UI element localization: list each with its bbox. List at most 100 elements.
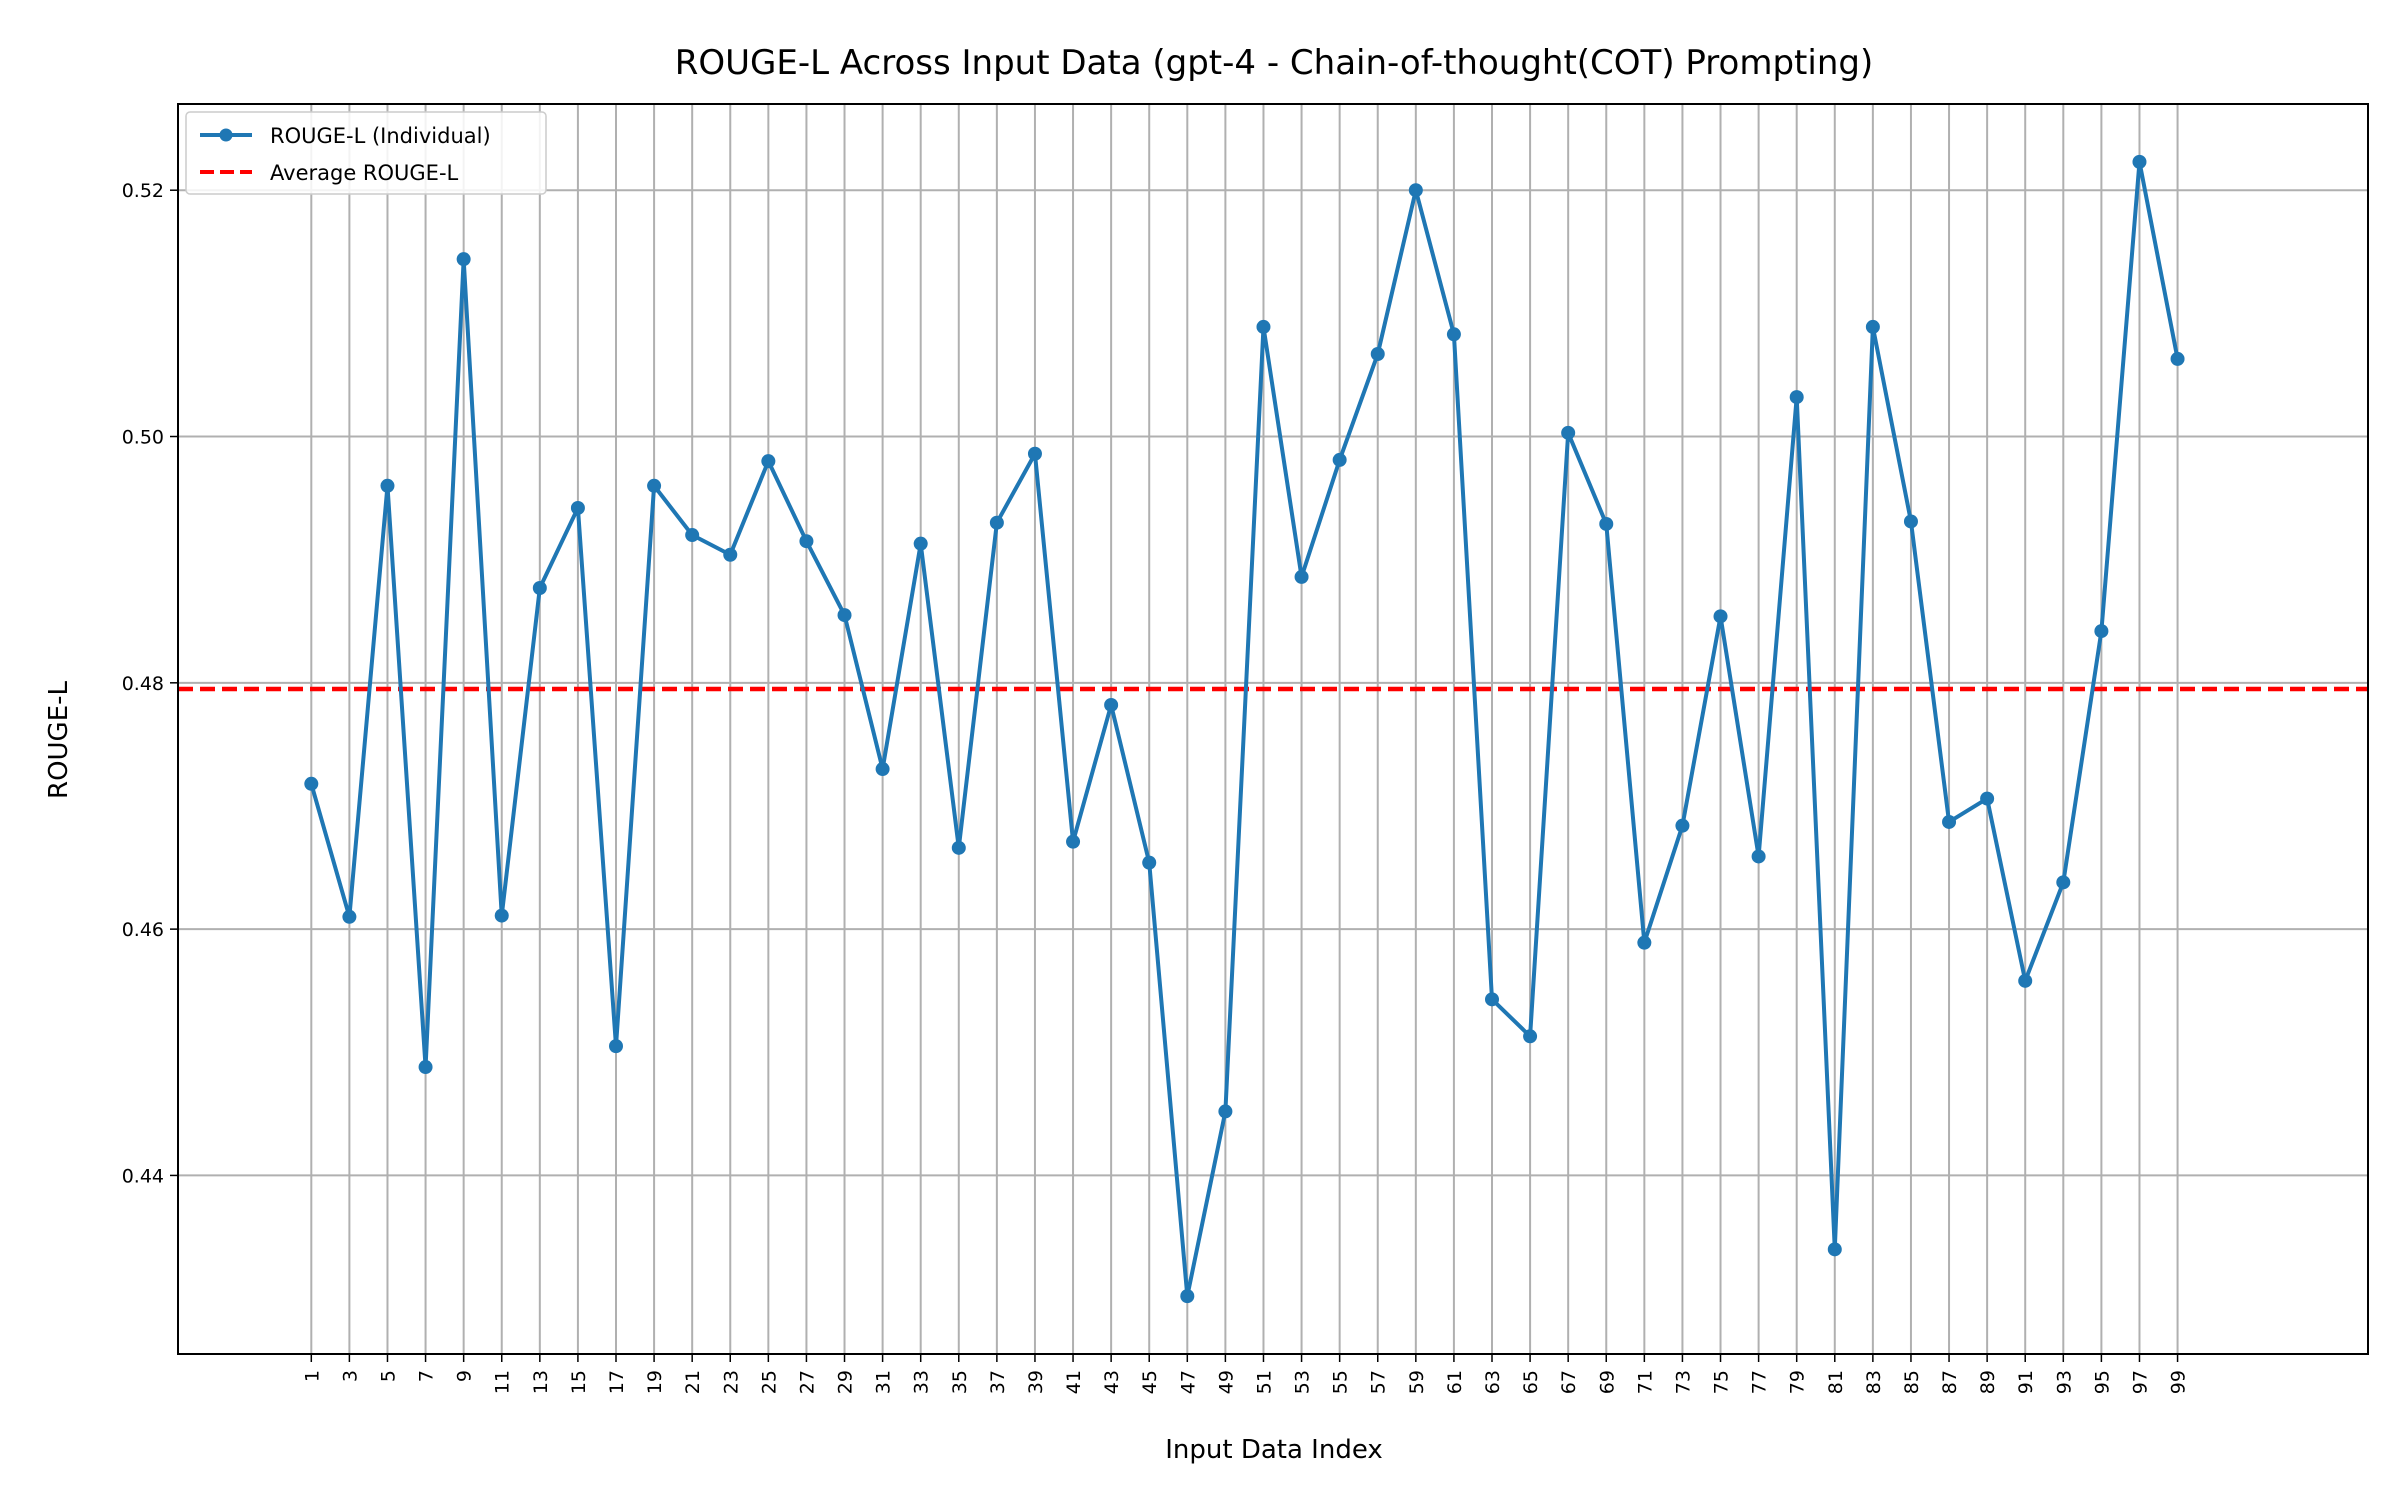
data-point: [1599, 516, 1614, 531]
x-axis-ticks: 1 3 5 7 9 11 13 15 17 19 21 23 25 27 29 31 33 35 37 39 41 43 4…: [301, 1354, 2190, 1394]
data-point: [1523, 1029, 1538, 1044]
x-tick-label: 45: [1139, 1370, 1161, 1394]
data-point: [456, 252, 471, 267]
data-point: [951, 840, 966, 855]
rouge-l-series-line: [309, 159, 2180, 1299]
data-point: [761, 454, 776, 469]
data-point: [913, 536, 928, 551]
x-tick-label: 89: [1977, 1370, 1999, 1394]
x-tick-label: 57: [1368, 1370, 1390, 1394]
x-tick-label: 67: [1558, 1370, 1580, 1394]
data-point: [494, 908, 509, 923]
series-group: [304, 154, 2185, 1304]
y-tick-label: 0.50: [122, 427, 164, 449]
y-axis-ticks: 0.44 0.46 0.48 0.50 0.52: [122, 180, 178, 1187]
data-point: [570, 500, 585, 515]
data-point: [418, 1060, 433, 1075]
x-tick-label: 93: [2053, 1370, 2075, 1394]
x-tick-label: 33: [911, 1370, 933, 1394]
x-tick-label: 3: [339, 1370, 361, 1382]
x-tick-label: 65: [1520, 1370, 1542, 1394]
data-point: [532, 580, 547, 595]
data-point: [342, 909, 357, 924]
data-point: [1675, 818, 1690, 833]
data-point: [837, 608, 852, 623]
data-point: [2170, 351, 2185, 366]
data-point: [2056, 875, 2071, 890]
x-tick-label: 73: [1672, 1370, 1694, 1394]
x-tick-label: 79: [1787, 1370, 1809, 1394]
x-tick-label: 25: [758, 1370, 780, 1394]
x-tick-label: 59: [1406, 1370, 1428, 1394]
x-tick-label: 41: [1063, 1370, 1085, 1394]
data-point: [1180, 1289, 1195, 1304]
x-tick-label: 77: [1749, 1370, 1771, 1394]
x-tick-label: 35: [949, 1370, 971, 1394]
data-point: [2018, 973, 2033, 988]
x-tick-label: 9: [454, 1370, 476, 1382]
x-tick-label: 5: [377, 1370, 399, 1382]
x-tick-label: 43: [1101, 1370, 1123, 1394]
data-point: [1218, 1104, 1233, 1119]
data-point: [609, 1039, 623, 1054]
x-axis-label: Input Data Index: [1165, 1435, 1383, 1465]
x-tick-label: 61: [1444, 1370, 1466, 1394]
data-point: [2132, 154, 2147, 169]
data-point: [1980, 791, 1995, 806]
x-tick-label: 55: [1330, 1370, 1352, 1394]
x-tick-label: 69: [1596, 1370, 1618, 1394]
data-point: [989, 515, 1004, 530]
legend-label-average: Average ROUGE-L: [270, 161, 459, 185]
data-point: [1942, 814, 1957, 829]
x-tick-label: 29: [835, 1370, 857, 1394]
x-tick-label: 83: [1863, 1370, 1885, 1394]
y-tick-label: 0.46: [122, 919, 164, 941]
x-tick-label: 31: [873, 1370, 895, 1394]
x-tick-label: 37: [987, 1370, 1009, 1394]
data-point: [1789, 390, 1804, 405]
x-tick-label: 87: [1939, 1370, 1961, 1394]
x-tick-label: 17: [606, 1370, 628, 1394]
data-point: [1256, 319, 1271, 334]
data-point: [1637, 935, 1652, 950]
data-point: [647, 478, 662, 493]
legend-label-individual: ROUGE-L (Individual): [270, 124, 491, 148]
x-tick-label: 15: [568, 1370, 590, 1394]
x-tick-label: 39: [1025, 1370, 1047, 1394]
chart-title: ROUGE-L Across Input Data (gpt-4 - Chain…: [675, 43, 1873, 83]
x-tick-label: 21: [682, 1370, 704, 1394]
x-tick-label: 11: [492, 1370, 514, 1394]
y-tick-label: 0.52: [122, 180, 164, 202]
x-tick-label: 71: [1634, 1370, 1656, 1394]
x-tick-label: 13: [530, 1370, 552, 1394]
x-tick-label: 75: [1711, 1370, 1733, 1394]
data-point: [1446, 327, 1461, 342]
x-tick-label: 81: [1825, 1370, 1847, 1394]
x-tick-label: 95: [2091, 1370, 2113, 1394]
data-point: [799, 534, 814, 549]
data-point: [1332, 452, 1347, 467]
data-point: [1827, 1242, 1842, 1257]
data-point: [723, 547, 738, 562]
x-tick-label: 27: [796, 1370, 818, 1394]
x-tick-label: 53: [1292, 1370, 1314, 1394]
plot-frame: [177, 103, 2369, 1355]
data-point: [1104, 697, 1119, 712]
data-point: [1865, 319, 1880, 334]
data-point: [1066, 834, 1081, 849]
x-tick-label: 7: [416, 1370, 438, 1382]
x-tick-label: 85: [1901, 1370, 1923, 1394]
x-tick-label: 23: [720, 1370, 742, 1394]
data-point: [1713, 609, 1728, 624]
x-tick-label: 63: [1482, 1370, 1504, 1394]
data-point: [1142, 855, 1157, 870]
data-point: [875, 762, 890, 777]
data-point: [304, 776, 319, 791]
data-point: [1408, 183, 1423, 198]
y-tick-label: 0.48: [122, 673, 164, 695]
data-point: [685, 528, 700, 543]
legend-box: [185, 111, 547, 195]
data-point: [1294, 569, 1309, 584]
